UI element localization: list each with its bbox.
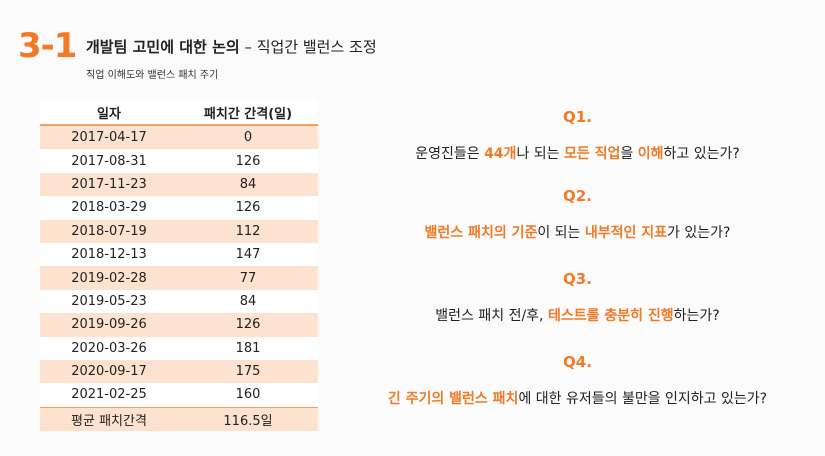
date-cell: 2018-07-19 bbox=[40, 219, 178, 243]
table-row: 2018-03-29 126 bbox=[40, 196, 318, 220]
table-row: 2019-05-23 84 bbox=[40, 289, 318, 314]
question-text-part: 을 bbox=[620, 146, 638, 162]
table-row: 2021-02-25 160 bbox=[40, 383, 318, 408]
question-label: Q1. bbox=[563, 108, 592, 126]
slide-title: 개발팀 고민에 대한 논의 – 직업간 밸런스 조정 bbox=[86, 36, 377, 57]
interval-cell: 84 bbox=[178, 289, 318, 314]
table-row: 2018-07-19 112 bbox=[40, 219, 318, 243]
interval-cell: 84 bbox=[178, 172, 318, 197]
question-1: Q1. 운영진들은 44개나 되는 모든 직업을 이해하고 있는가? bbox=[330, 108, 825, 163]
question-text-part: 나 되는 bbox=[516, 146, 564, 162]
question-text: 운영진들은 44개나 되는 모든 직업을 이해하고 있는가? bbox=[330, 143, 825, 163]
date-cell: 2017-11-23 bbox=[40, 172, 178, 197]
question-text-part: 이 되는 bbox=[537, 225, 585, 241]
question-text-part: 에 대한 유저들의 불만을 인지하고 있는가? bbox=[518, 391, 768, 407]
table-row: 2018-12-13 147 bbox=[40, 242, 318, 267]
date-cell: 2020-09-17 bbox=[40, 359, 178, 384]
table-row: 2020-03-26 181 bbox=[40, 336, 318, 360]
average-label: 평균 패치간격 bbox=[40, 406, 178, 432]
question-4: Q4. 긴 주기의 밸런스 패치에 대한 유저들의 불만을 인지하고 있는가? bbox=[330, 353, 825, 408]
highlight-text: 44개 bbox=[484, 146, 517, 162]
question-label: Q4. bbox=[563, 353, 592, 371]
column-header-date: 일자 bbox=[40, 100, 178, 126]
highlight-text: 이해 bbox=[637, 146, 664, 162]
date-cell: 2018-03-29 bbox=[40, 196, 178, 220]
question-text-part: 가 있는가? bbox=[667, 225, 731, 241]
question-text-part: 하고 있는가? bbox=[663, 146, 740, 162]
title-main: 개발팀 고민에 대한 논의 bbox=[86, 38, 240, 56]
slide-subtitle: 직업 이해도와 밸런스 패치 주기 bbox=[86, 70, 219, 81]
table-row: 2020-09-17 175 bbox=[40, 359, 318, 384]
section-number: 3-1 bbox=[18, 26, 77, 66]
question-text: 긴 주기의 밸런스 패치에 대한 유저들의 불만을 인지하고 있는가? bbox=[330, 388, 825, 408]
interval-cell: 126 bbox=[178, 313, 318, 337]
interval-cell: 112 bbox=[178, 219, 318, 243]
date-cell: 2017-08-31 bbox=[40, 149, 178, 173]
interval-cell: 160 bbox=[178, 383, 318, 408]
interval-cell: 181 bbox=[178, 336, 318, 360]
interval-cell: 126 bbox=[178, 149, 318, 173]
interval-cell: 0 bbox=[178, 125, 318, 150]
question-text: 밸런스 패치 전/후, 테스트를 충분히 진행하는가? bbox=[330, 305, 825, 325]
column-header-interval: 패치간 간격(일) bbox=[178, 100, 318, 126]
question-label: Q2. bbox=[563, 187, 592, 205]
question-text-part: 하는가? bbox=[673, 308, 720, 324]
highlight-text: 밸런스 패치의 기준 bbox=[424, 225, 538, 241]
table-row: 2017-04-17 0 bbox=[40, 125, 318, 150]
date-cell: 2019-02-28 bbox=[40, 266, 178, 290]
average-row: 평균 패치간격 116.5일 bbox=[40, 406, 318, 432]
question-3: Q3. 밸런스 패치 전/후, 테스트를 충분히 진행하는가? bbox=[330, 270, 825, 325]
table-row: 2019-09-26 126 bbox=[40, 313, 318, 337]
patch-interval-table: 일자 패치간 간격(일) 2017-04-17 0 2017-08-31 126 201… bbox=[40, 100, 318, 432]
highlight-text: 내부적인 지표 bbox=[584, 225, 668, 241]
title-separator: – bbox=[239, 38, 257, 56]
title-sub: 직업간 밸런스 조정 bbox=[256, 38, 377, 56]
question-text-part: 운영진들은 bbox=[415, 146, 485, 162]
date-cell: 2020-03-26 bbox=[40, 336, 178, 360]
table-row: 2019-02-28 77 bbox=[40, 266, 318, 290]
highlight-text: 테스트를 충분히 진행 bbox=[547, 308, 674, 324]
question-text-part: 밸런스 패치 전/후, bbox=[435, 308, 548, 324]
date-cell: 2018-12-13 bbox=[40, 242, 178, 267]
table-row: 2017-11-23 84 bbox=[40, 172, 318, 197]
date-cell: 2017-04-17 bbox=[40, 125, 178, 150]
date-cell: 2021-02-25 bbox=[40, 383, 178, 408]
date-cell: 2019-05-23 bbox=[40, 289, 178, 314]
table-row: 2017-08-31 126 bbox=[40, 149, 318, 173]
date-cell: 2019-09-26 bbox=[40, 313, 178, 337]
question-2: Q2. 밸런스 패치의 기준이 되는 내부적인 지표가 있는가? bbox=[330, 187, 825, 242]
interval-cell: 175 bbox=[178, 359, 318, 384]
highlight-text: 긴 주기의 밸런스 패치 bbox=[387, 391, 519, 407]
average-value: 116.5일 bbox=[178, 406, 318, 432]
interval-cell: 147 bbox=[178, 242, 318, 267]
interval-cell: 77 bbox=[178, 266, 318, 290]
highlight-text: 모든 직업 bbox=[563, 146, 621, 162]
interval-cell: 126 bbox=[178, 196, 318, 220]
question-label: Q3. bbox=[563, 270, 592, 288]
question-text: 밸런스 패치의 기준이 되는 내부적인 지표가 있는가? bbox=[330, 222, 825, 242]
